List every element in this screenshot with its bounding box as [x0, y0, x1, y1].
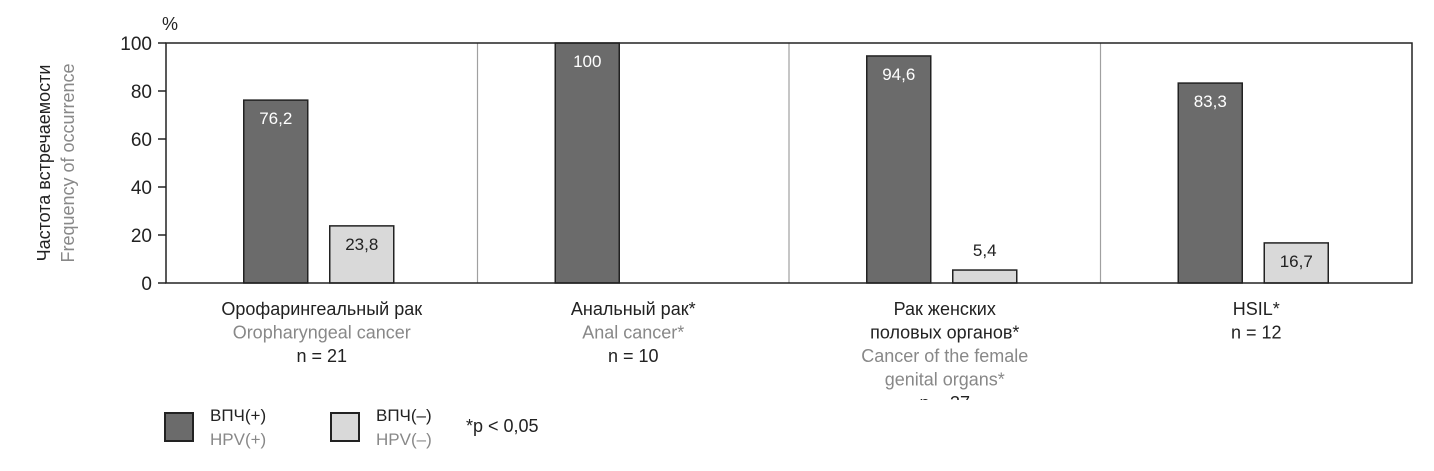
category-label: genital organs*	[885, 370, 1005, 390]
category-label: Рак женских	[894, 299, 996, 319]
category-label: n = 37	[919, 393, 970, 400]
y-tick-label: 20	[131, 226, 152, 247]
legend-swatch-hpv-negative	[330, 412, 360, 442]
data-label: 94,6	[882, 65, 915, 84]
category-label: n = 21	[296, 346, 347, 366]
data-label: 5,4	[973, 241, 997, 260]
category-label: Cancer of the female	[861, 346, 1028, 366]
data-label: 83,3	[1194, 92, 1227, 111]
bar-hpv-positive	[243, 99, 309, 284]
category-label: половых органов*	[870, 323, 1019, 343]
y-axis-label-ru: Частота встречаемости	[34, 65, 54, 262]
legend-label-ru: ВПЧ(+)	[210, 406, 267, 425]
y-tick-label: 0	[141, 274, 152, 295]
data-label: 23,8	[345, 235, 378, 254]
significance-note: *p < 0,05	[466, 416, 539, 436]
bar-hpv-negative	[329, 225, 395, 284]
bar-hpv-positive	[554, 42, 620, 284]
category-label: HSIL*	[1233, 299, 1280, 319]
bar-hpv-negative	[1263, 242, 1329, 284]
plot-frame	[165, 42, 1413, 284]
category-label: n = 12	[1231, 323, 1282, 343]
y-axis-label-en: Frequency of occurrence	[58, 63, 78, 262]
category-label: Anal cancer*	[582, 323, 684, 343]
y-tick-label: 100	[120, 34, 152, 55]
bar-hpv-positive	[866, 55, 932, 284]
bar-chart: 76,2 23,8 100 94,6 5,4 83,3 16,7 0 20 40 60 80 100% Ч…	[34, 14, 1413, 400]
y-tick-label: 60	[131, 130, 152, 151]
data-label: 76,2	[259, 109, 292, 128]
data-label: 16,7	[1280, 252, 1313, 271]
legend-label-hpv-negative: ВПЧ(–) HPV(–)	[376, 404, 432, 452]
legend-label-hpv-positive: ВПЧ(+) HPV(+)	[210, 404, 266, 452]
legend-label-en: HPV(+)	[210, 430, 267, 449]
category-label: Анальный рак*	[571, 299, 696, 319]
y-unit-label: %	[162, 14, 178, 34]
bar-hpv-positive	[1177, 82, 1243, 284]
y-tick-label: 80	[131, 82, 152, 103]
category-label: Oropharyngeal cancer	[233, 323, 411, 343]
data-label: 100	[573, 52, 601, 71]
bar-hpv-negative	[952, 269, 1018, 284]
legend-swatch-hpv-positive	[164, 412, 194, 442]
y-tick-label: 40	[131, 178, 152, 199]
category-label: Орофарингеальный рак	[221, 299, 422, 319]
legend-label-en: HPV(–)	[376, 430, 432, 449]
category-label: n = 10	[608, 346, 659, 366]
legend-label-ru: ВПЧ(–)	[376, 406, 432, 425]
